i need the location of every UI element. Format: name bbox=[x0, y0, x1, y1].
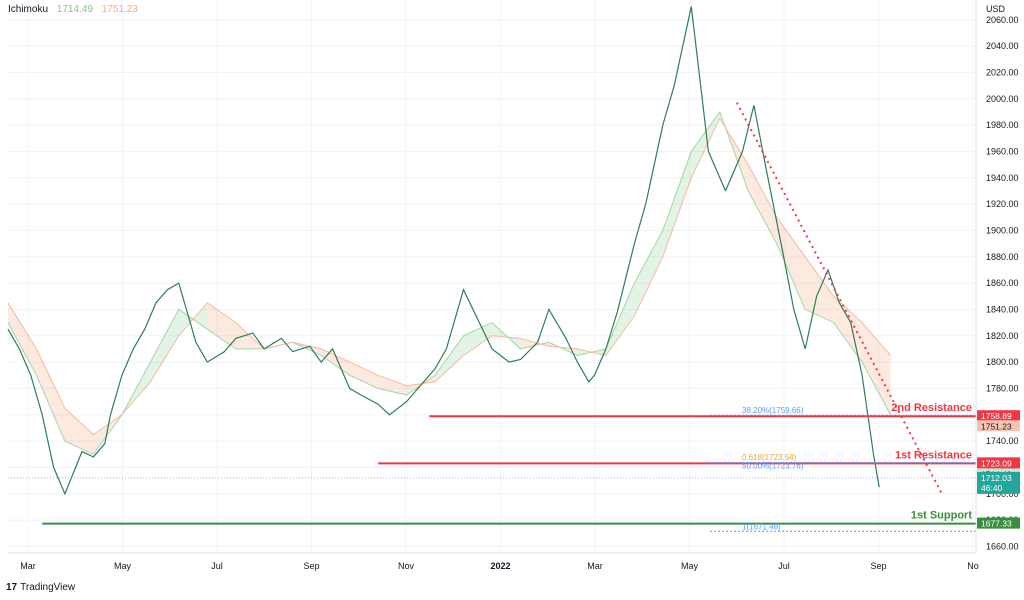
y-tick-label: 1960.00 bbox=[986, 146, 1019, 156]
indicator-name: Ichimoku bbox=[8, 4, 49, 15]
overlays: 2nd Resistance 1st Resistance 1st Support 3… bbox=[8, 102, 976, 532]
x-tick-label: Nov bbox=[398, 561, 415, 571]
price-tags: 1758.891723.091677.331751.231714.491712.… bbox=[977, 410, 1020, 529]
x-tick-label: 2022 bbox=[490, 561, 510, 571]
plot-area bbox=[8, 0, 976, 553]
price-series-decline bbox=[724, 105, 880, 488]
logo-mark: 17 bbox=[6, 582, 18, 593]
logo-text: TradingView bbox=[20, 582, 76, 593]
x-tick-label: Mar bbox=[20, 561, 36, 571]
x-tick-label: Jul bbox=[211, 561, 223, 571]
price-tag-label: 1677.33 bbox=[981, 519, 1012, 529]
y-tick-label: 1900.00 bbox=[986, 225, 1019, 235]
level-label: 1st Resistance bbox=[895, 449, 972, 461]
x-tick-label: Jul bbox=[778, 561, 790, 571]
indicator-value-b: 1751.23 bbox=[101, 4, 138, 15]
cloud-segment bbox=[349, 362, 379, 389]
x-tick-label: No bbox=[967, 561, 979, 571]
fib-label: 50.00%(1723.76) bbox=[742, 461, 804, 470]
y-tick-label: 1820.00 bbox=[986, 331, 1019, 341]
x-tick-label: Mar bbox=[587, 561, 603, 571]
cloud-segment bbox=[463, 322, 492, 356]
price-tag bbox=[977, 471, 1020, 494]
cloud-segment bbox=[605, 283, 635, 356]
trendline bbox=[735, 102, 943, 495]
y-tick-label: 1660.00 bbox=[986, 541, 1019, 551]
senkou-span-b bbox=[7, 117, 891, 436]
y-tick-label: 1800.00 bbox=[986, 357, 1019, 367]
level-label: 1st Support bbox=[911, 510, 972, 522]
y-tick-label: 1940.00 bbox=[986, 173, 1019, 183]
cloud-segment bbox=[748, 164, 777, 244]
price-tag bbox=[977, 517, 1020, 529]
grid bbox=[8, 0, 976, 553]
cloud-segment bbox=[833, 296, 863, 363]
y-tick-label: 1880.00 bbox=[986, 252, 1019, 262]
cloud-segment bbox=[662, 151, 692, 257]
y-tick-label: 1740.00 bbox=[986, 436, 1019, 446]
y-tick-label: 2020.00 bbox=[986, 67, 1019, 77]
y-tick-label: 2040.00 bbox=[986, 41, 1019, 51]
y-tick-label: 2000.00 bbox=[986, 94, 1019, 104]
cloud-segment bbox=[691, 111, 720, 178]
price-tag bbox=[977, 457, 1020, 469]
cloud-segment bbox=[435, 335, 464, 382]
indicator-value-a: 1714.49 bbox=[56, 4, 93, 15]
price-tag-label: 1723.09 bbox=[981, 458, 1012, 468]
price-series bbox=[7, 6, 727, 496]
cloud-segment bbox=[776, 217, 806, 310]
price-tag-label: 1751.23 bbox=[981, 421, 1012, 431]
cloud-segment bbox=[520, 338, 549, 349]
time-axis[interactable]: Mar May Jul Sep Nov 2022 Mar May Jul Sep No bbox=[20, 561, 979, 571]
cloud-segment bbox=[64, 408, 94, 455]
cloud-segment bbox=[8, 302, 37, 376]
cloud-segment bbox=[634, 230, 663, 316]
price-tag-label: 1758.89 bbox=[981, 411, 1012, 421]
price-tag-label: 1712.03 bbox=[981, 473, 1012, 483]
price-tag bbox=[977, 410, 1020, 422]
cloud-segment bbox=[150, 309, 179, 382]
x-tick-label: May bbox=[681, 561, 699, 571]
cloud-segment bbox=[378, 375, 407, 395]
y-tick-label: 1980.00 bbox=[986, 120, 1019, 130]
cloud-segment bbox=[207, 302, 236, 349]
y-tick-label: 1860.00 bbox=[986, 278, 1019, 288]
y-tick-label: 1780.00 bbox=[986, 383, 1019, 393]
price-tag-countdown: 46:40 bbox=[981, 483, 1003, 493]
currency-label: USD bbox=[986, 4, 1006, 14]
fib-label: 38.20%(1759.66) bbox=[742, 406, 804, 415]
price-line bbox=[7, 6, 880, 496]
x-tick-label: Sep bbox=[870, 561, 886, 571]
y-tick-label: 1920.00 bbox=[986, 199, 1019, 209]
cloud-segment bbox=[36, 348, 65, 442]
level-label: 2nd Resistance bbox=[891, 402, 972, 414]
y-tick-label: 1840.00 bbox=[986, 304, 1019, 314]
indicator-legend[interactable]: Ichimoku 1714.49 1751.23 bbox=[8, 4, 144, 15]
y-tick-label: 2060.00 bbox=[986, 15, 1019, 25]
x-tick-label: Sep bbox=[303, 561, 319, 571]
tradingview-logo[interactable]: 17 TradingView bbox=[6, 582, 75, 593]
fib-label: 1(1671.48) bbox=[742, 522, 781, 531]
cloud-segment bbox=[321, 348, 350, 376]
price-tag bbox=[977, 420, 1020, 432]
x-tick-label: May bbox=[114, 561, 132, 571]
senkou-span-a bbox=[7, 110, 892, 455]
fib-label: 0.618(1723.54) bbox=[742, 453, 797, 462]
